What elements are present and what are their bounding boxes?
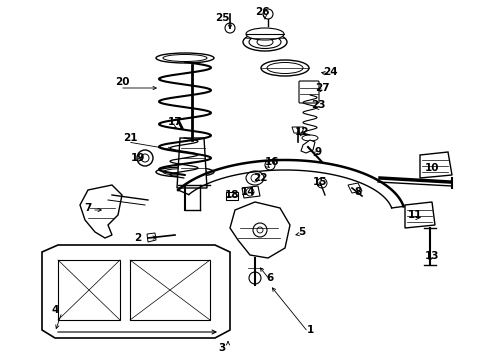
Polygon shape <box>58 260 120 320</box>
Text: 21: 21 <box>123 133 137 143</box>
Text: 27: 27 <box>315 83 329 93</box>
Polygon shape <box>80 185 122 238</box>
Ellipse shape <box>302 135 318 141</box>
Polygon shape <box>130 260 210 320</box>
Text: 6: 6 <box>267 273 273 283</box>
Circle shape <box>253 223 267 237</box>
Text: 9: 9 <box>315 147 321 157</box>
Text: 18: 18 <box>225 190 239 200</box>
Polygon shape <box>42 245 230 338</box>
Polygon shape <box>301 140 315 153</box>
Circle shape <box>249 272 261 284</box>
Circle shape <box>225 23 235 33</box>
Text: 5: 5 <box>298 227 306 237</box>
Ellipse shape <box>257 38 273 46</box>
Text: 10: 10 <box>425 163 439 173</box>
Text: 15: 15 <box>313 177 327 187</box>
Ellipse shape <box>246 28 284 40</box>
Text: 16: 16 <box>265 157 279 167</box>
Text: 8: 8 <box>354 187 362 197</box>
Ellipse shape <box>156 53 214 63</box>
Text: 4: 4 <box>51 305 59 315</box>
Text: 20: 20 <box>115 77 129 87</box>
Ellipse shape <box>302 89 318 95</box>
Polygon shape <box>226 192 238 200</box>
Circle shape <box>251 174 259 182</box>
Text: 2: 2 <box>134 233 142 243</box>
Text: 22: 22 <box>253 173 267 183</box>
Text: 12: 12 <box>295 127 309 137</box>
Text: 23: 23 <box>311 100 325 110</box>
Ellipse shape <box>163 54 207 62</box>
Polygon shape <box>405 202 435 228</box>
Text: 7: 7 <box>84 203 92 213</box>
Ellipse shape <box>163 168 207 175</box>
Circle shape <box>137 150 153 166</box>
Circle shape <box>246 188 254 196</box>
Circle shape <box>257 227 263 233</box>
Circle shape <box>263 9 273 19</box>
Text: 14: 14 <box>241 187 255 197</box>
Text: 3: 3 <box>219 343 225 353</box>
Ellipse shape <box>265 160 275 170</box>
Text: 26: 26 <box>255 7 269 17</box>
Polygon shape <box>147 233 156 242</box>
Text: 24: 24 <box>323 67 337 77</box>
Polygon shape <box>420 152 452 178</box>
Polygon shape <box>177 138 207 188</box>
FancyBboxPatch shape <box>299 81 319 103</box>
Text: 17: 17 <box>168 117 182 127</box>
Ellipse shape <box>261 60 309 76</box>
Text: 1: 1 <box>306 325 314 335</box>
Text: 11: 11 <box>408 210 422 220</box>
Polygon shape <box>348 183 362 193</box>
Ellipse shape <box>249 36 281 49</box>
Text: 19: 19 <box>131 153 145 163</box>
Ellipse shape <box>246 171 264 185</box>
Ellipse shape <box>243 33 287 51</box>
Polygon shape <box>242 186 260 198</box>
Circle shape <box>317 178 327 188</box>
Text: 25: 25 <box>215 13 229 23</box>
Polygon shape <box>230 202 290 258</box>
Polygon shape <box>292 127 304 133</box>
Ellipse shape <box>156 167 214 177</box>
Text: 13: 13 <box>425 251 439 261</box>
Ellipse shape <box>267 63 303 73</box>
Circle shape <box>141 154 149 162</box>
